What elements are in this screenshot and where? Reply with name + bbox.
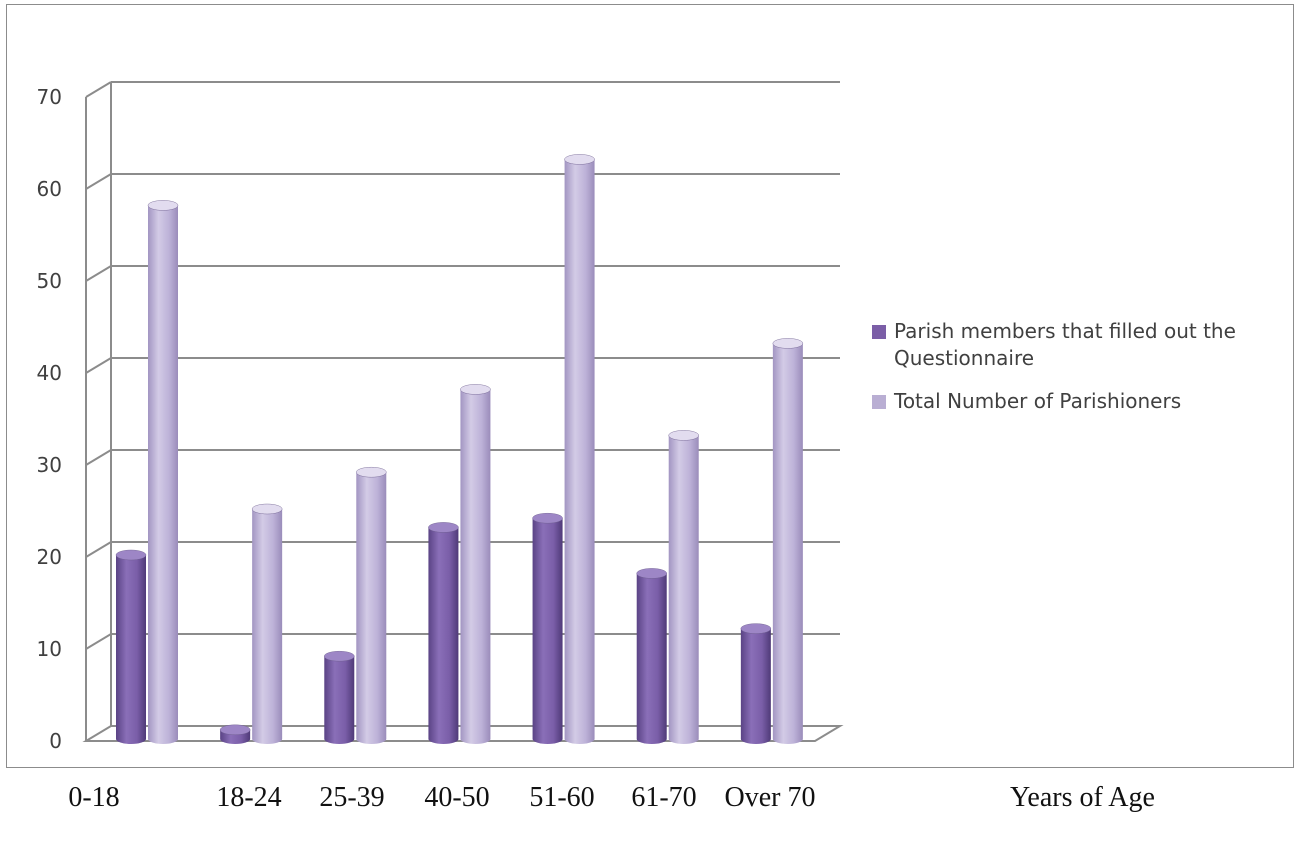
bar-total-61-70 (668, 430, 699, 744)
gridline-diagonal (85, 265, 112, 282)
x-tick-label: 0-18 (68, 782, 120, 813)
legend-swatch-total (872, 395, 886, 409)
y-axis-ticks: 0 10 20 30 40 50 60 70 (37, 85, 62, 753)
gridline-diagonal (85, 633, 112, 650)
x-tick-label: Over 70 (724, 782, 816, 813)
gridline-diagonal (85, 541, 112, 558)
y-tick-label: 40 (37, 361, 62, 385)
bar-total-over-70 (772, 338, 804, 744)
bar-total-40-50 (460, 384, 491, 744)
bar-questionnaire-25-39 (324, 651, 355, 744)
bar-total-0-18 (147, 200, 179, 744)
legend-item-questionnaire: Parish members that filled out the Quest… (872, 318, 1292, 372)
bar-questionnaire-61-70 (636, 568, 667, 744)
y-tick-label: 0 (49, 729, 62, 753)
legend-label-questionnaire-line2: Questionnaire (894, 346, 1035, 370)
y-tick-label: 60 (37, 177, 62, 201)
bar-questionnaire-18-24 (219, 724, 251, 744)
legend-item-total: Total Number of Parishioners (872, 388, 1292, 415)
legend-label-questionnaire-line1: Parish members that filled out the (894, 319, 1236, 343)
bars-layer (115, 154, 804, 744)
y-tick-label: 30 (37, 453, 62, 477)
gridline-diagonal (85, 449, 112, 466)
bar-questionnaire-over-70 (740, 623, 772, 744)
gridline-diagonal (85, 173, 112, 190)
x-tick-label: 40-50 (424, 782, 490, 813)
x-tick-label: 61-70 (631, 782, 697, 813)
y-tick-label: 50 (37, 269, 62, 293)
gridline-diagonal (85, 357, 112, 374)
bar-questionnaire-0-18 (115, 549, 147, 744)
y-tick-label: 10 (37, 637, 62, 661)
legend-label-total: Total Number of Parishioners (894, 389, 1182, 413)
bar-questionnaire-51-60 (532, 513, 563, 744)
bar-total-25-39 (356, 467, 387, 744)
x-tick-label: 25-39 (319, 782, 385, 813)
bar-questionnaire-40-50 (428, 522, 459, 744)
y-tick-label: 20 (37, 545, 62, 569)
x-axis-title: Years of Age (1010, 782, 1155, 813)
legend: Parish members that filled out the Quest… (872, 318, 1292, 431)
gridline-diagonal (85, 81, 112, 98)
legend-swatch-questionnaire (872, 325, 886, 339)
bar-total-51-60 (564, 154, 595, 744)
bar-total-18-24 (251, 503, 283, 744)
x-tick-label: 18-24 (216, 782, 282, 813)
x-tick-label: 51-60 (529, 782, 595, 813)
y-tick-label: 70 (37, 85, 62, 109)
